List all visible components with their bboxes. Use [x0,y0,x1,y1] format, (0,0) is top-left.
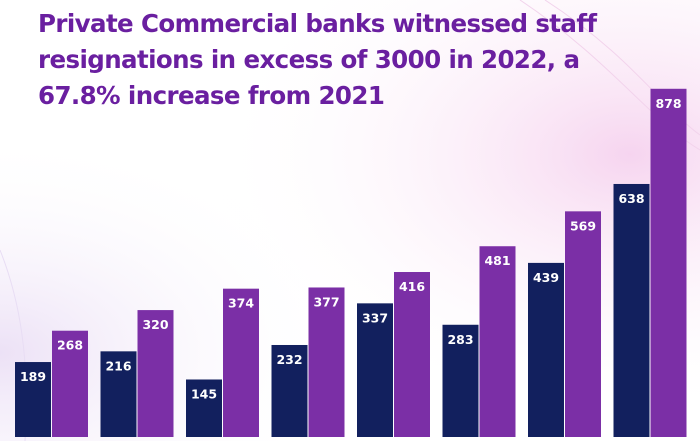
bar-dark-4 [271,344,308,437]
bar-purple-5 [394,272,430,437]
bar-value-label: 569 [570,218,596,233]
bar-value-label: 439 [533,270,559,285]
bar-value-label: 337 [362,310,388,325]
bar-purple-3 [223,288,259,437]
bar-purple-1 [52,330,88,437]
bar-value-label: 232 [276,352,302,367]
bar-dark-1 [15,362,51,437]
chart-title: Private Commercial banks witnessed staff… [38,9,597,110]
bar-purple-8 [650,88,687,437]
bar-value-label: 374 [228,296,254,311]
bar-value-label: 638 [618,191,644,206]
bar-dark-7 [528,262,564,437]
bar-value-label: 189 [20,369,46,384]
bar-value-label: 145 [191,386,217,401]
bar-value-label: 283 [447,332,473,347]
bar-dark-2 [100,351,137,437]
bar-value-label: 268 [57,338,83,353]
bar-value-label: 481 [484,253,510,268]
bar-dark-6 [442,324,479,437]
bar-purple-4 [308,287,345,437]
bar-value-label: 416 [399,279,425,294]
bar-purple-2 [137,310,174,437]
bar-purple-6 [479,246,516,437]
bar-value-label: 216 [105,358,131,373]
bar-value-label: 878 [655,96,681,111]
bar-dark-5 [357,303,393,437]
bar-dark-3 [186,379,222,437]
bar-purple-7 [565,211,601,437]
bar-value-label: 320 [142,317,168,332]
bar-dark-8 [613,183,650,437]
bar-value-label: 377 [313,294,339,309]
